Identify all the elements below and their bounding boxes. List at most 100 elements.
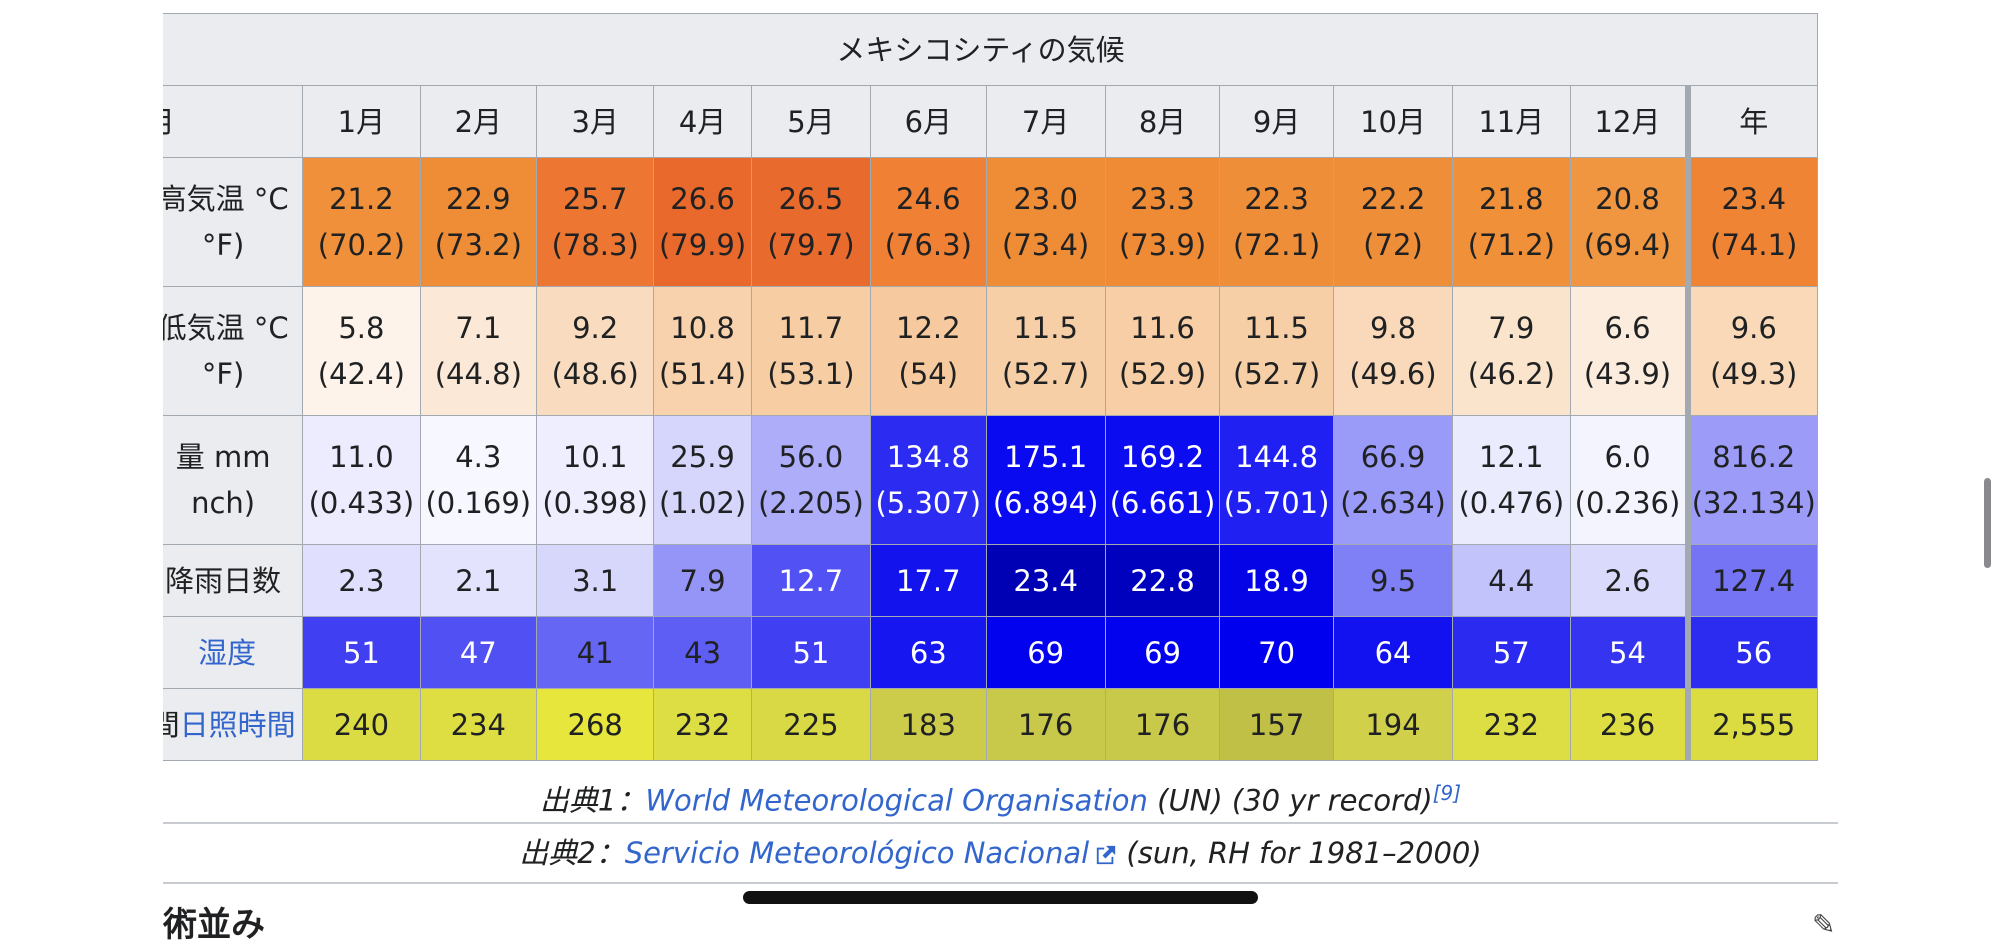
row-header-line1: 降雨日数 bbox=[163, 558, 302, 604]
source-1-ref[interactable]: [9] bbox=[1432, 781, 1462, 805]
month-header: 4月 bbox=[653, 85, 752, 158]
value-primary: 63 bbox=[909, 635, 947, 670]
value-secondary: (54) bbox=[898, 357, 959, 391]
row-header-text: 間 bbox=[163, 708, 180, 742]
value-cell: 51 bbox=[302, 616, 421, 689]
source-2: 出典2：Servicio Meteorológico Nacional (sun… bbox=[163, 824, 1838, 884]
value-secondary: (70.2) bbox=[317, 228, 405, 262]
value-primary: 11.0 bbox=[329, 440, 394, 474]
value-primary: 127.4 bbox=[1712, 563, 1796, 598]
next-section-heading: 術並み bbox=[163, 905, 265, 945]
value-cell: 70 bbox=[1219, 616, 1334, 689]
value-primary: 43 bbox=[684, 635, 722, 670]
value-primary: 11.5 bbox=[1013, 311, 1078, 345]
value-primary: 26.6 bbox=[670, 182, 735, 216]
value-secondary: (73.2) bbox=[434, 228, 522, 262]
value-cell: 9.8 (49.6) bbox=[1332, 286, 1454, 416]
value-primary: 240 bbox=[333, 707, 390, 742]
value-secondary: (72.1) bbox=[1233, 228, 1321, 262]
value-primary: 134.8 bbox=[886, 440, 970, 474]
year-value-cell: 127.4 bbox=[1684, 544, 1818, 617]
row-header-line1: 高気温 °C bbox=[163, 176, 302, 222]
value-cell: 23.4 bbox=[985, 544, 1106, 617]
row-header-text[interactable]: 湿度 bbox=[198, 635, 257, 670]
value-primary: 56 bbox=[1735, 635, 1773, 670]
value-primary: 12.2 bbox=[896, 311, 961, 345]
value-primary: 54 bbox=[1609, 635, 1646, 670]
value-primary: 7.1 bbox=[455, 311, 502, 345]
source-2-link[interactable]: Servicio Meteorológico Nacional bbox=[624, 836, 1090, 870]
value-cell: 69 bbox=[985, 616, 1106, 689]
value-cell: 12.1 (0.476) bbox=[1452, 415, 1571, 545]
value-cell: 25.9 (1.02) bbox=[653, 415, 752, 545]
value-primary: 2.6 bbox=[1604, 563, 1651, 598]
external-link-icon bbox=[1097, 845, 1116, 865]
source-1: 出典1：World Meteorological Organisation (U… bbox=[163, 764, 1838, 824]
month-header: 2月 bbox=[419, 85, 538, 158]
value-primary: 17.7 bbox=[896, 563, 961, 598]
climate-table-container[interactable]: メキシコシティの気候 月 1月2月3月4月5月6月7月8月9月10月11月12月… bbox=[163, 13, 1838, 763]
value-primary: 4.3 bbox=[455, 440, 502, 474]
value-secondary: (2.634) bbox=[1340, 486, 1446, 520]
value-primary: 9.5 bbox=[1369, 563, 1417, 598]
value-primary: 816.2 bbox=[1712, 440, 1796, 474]
value-secondary: (6.661) bbox=[1109, 486, 1216, 520]
row-header-line1: 量 mm bbox=[163, 434, 302, 480]
value-cell: 69 bbox=[1104, 616, 1221, 689]
value-secondary: (73.4) bbox=[1002, 228, 1090, 262]
value-primary: 18.9 bbox=[1244, 563, 1309, 598]
value-secondary: (52.7) bbox=[1002, 357, 1090, 391]
value-cell: 7.9 bbox=[653, 544, 752, 617]
value-primary: 51 bbox=[342, 635, 380, 670]
source-2-suffix: (sun, RH for 1981–2000) bbox=[1117, 836, 1482, 870]
value-cell: 232 bbox=[1452, 688, 1571, 761]
month-column-label: 月 bbox=[163, 85, 304, 158]
row-header-line2: °F) bbox=[201, 228, 245, 262]
source-1-link[interactable]: World Meteorological Organisation bbox=[645, 783, 1148, 818]
value-cell: 6.0 (0.236) bbox=[1569, 415, 1688, 545]
scrollbar[interactable] bbox=[1984, 478, 1991, 568]
value-primary: 70 bbox=[1258, 635, 1296, 670]
row-header: 降雨日数 bbox=[163, 544, 304, 617]
value-cell: 134.8 (5.307) bbox=[870, 415, 987, 545]
value-primary: 11.5 bbox=[1244, 311, 1309, 345]
row-header-line1: 低気温 °C bbox=[163, 305, 302, 351]
value-secondary: (46.2) bbox=[1467, 357, 1555, 391]
value-primary: 24.6 bbox=[896, 182, 961, 216]
value-cell: 51 bbox=[750, 616, 872, 689]
value-cell: 23.0 (73.4) bbox=[985, 157, 1106, 287]
value-primary: 5.8 bbox=[338, 311, 385, 345]
value-primary: 41 bbox=[576, 635, 614, 670]
value-primary: 21.8 bbox=[1479, 182, 1544, 216]
value-cell: 12.7 bbox=[750, 544, 872, 617]
value-primary: 175.1 bbox=[1004, 440, 1088, 474]
edit-icon[interactable]: ✎ bbox=[1812, 908, 1836, 941]
value-cell: 2.6 bbox=[1569, 544, 1688, 617]
value-secondary: (0.433) bbox=[308, 486, 415, 520]
row-header-link[interactable]: 日照時間 bbox=[179, 707, 296, 742]
value-primary: 176 bbox=[1017, 707, 1074, 742]
value-primary: 232 bbox=[674, 707, 731, 742]
value-cell: 169.2 (6.661) bbox=[1104, 415, 1221, 545]
value-primary: 10.1 bbox=[562, 440, 628, 474]
value-cell: 9.5 bbox=[1332, 544, 1454, 617]
value-secondary: (79.7) bbox=[767, 228, 855, 262]
year-value-cell: 9.6 (49.3) bbox=[1684, 286, 1818, 416]
value-cell: 176 bbox=[985, 688, 1106, 761]
value-cell: 7.1 (44.8) bbox=[419, 286, 538, 416]
value-cell: 25.7 (78.3) bbox=[535, 157, 655, 287]
table-row: 高気温 °C °F) 21.2 (70.2) 22.9 (73.2) 25.7 (78.3) 2… bbox=[163, 157, 1818, 287]
value-secondary: (0.476) bbox=[1458, 486, 1565, 520]
value-cell: 268 bbox=[535, 688, 655, 761]
row-header-line1: 湿度 bbox=[163, 630, 302, 676]
row-header-text: 低気温 °C bbox=[163, 311, 289, 345]
value-secondary: (69.4) bbox=[1583, 228, 1672, 262]
home-indicator[interactable] bbox=[743, 891, 1258, 904]
value-primary: 183 bbox=[900, 707, 956, 742]
year-header: 年 bbox=[1684, 85, 1818, 158]
month-header: 3月 bbox=[535, 85, 655, 158]
value-primary: 23.4 bbox=[1721, 182, 1787, 216]
table-row: 間日照時間 240 234 268 232 225 183 176 176 157 194 232 23… bbox=[163, 688, 1818, 761]
value-secondary: (5.307) bbox=[875, 486, 982, 520]
value-primary: 7.9 bbox=[679, 563, 726, 598]
